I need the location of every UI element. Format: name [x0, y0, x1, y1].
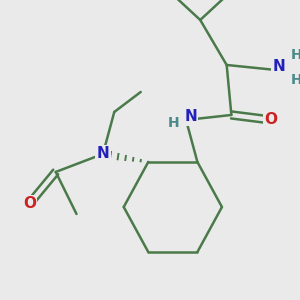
Text: H: H	[291, 73, 300, 87]
Text: N: N	[272, 59, 285, 74]
Text: H: H	[291, 48, 300, 62]
Text: H: H	[168, 116, 180, 130]
Text: N: N	[184, 110, 197, 124]
Text: O: O	[265, 112, 278, 128]
Text: O: O	[23, 196, 36, 211]
Text: N: N	[97, 146, 109, 161]
